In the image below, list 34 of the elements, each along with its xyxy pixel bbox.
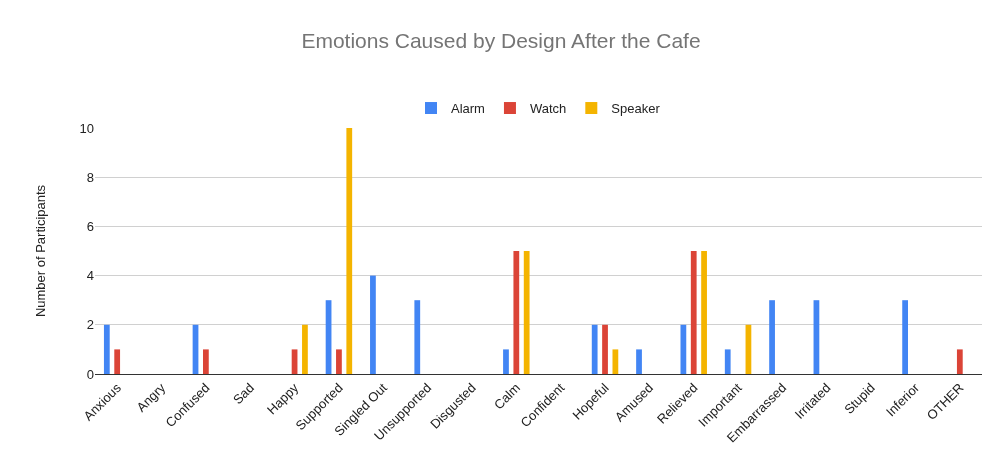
- bar: [370, 275, 376, 374]
- bar: [612, 349, 619, 374]
- bar: [690, 251, 697, 374]
- bar: [902, 300, 909, 374]
- bar: [346, 128, 353, 374]
- bar: [336, 349, 342, 374]
- legend-label: Speaker: [611, 101, 661, 117]
- bar: [513, 251, 520, 374]
- bar: [202, 349, 209, 374]
- bar: [114, 349, 121, 374]
- bar: [523, 251, 530, 374]
- y-tick-label: 0: [86, 366, 94, 382]
- bar: [602, 324, 608, 374]
- bar: [636, 349, 642, 374]
- bar: [591, 324, 598, 374]
- bar: [103, 324, 110, 374]
- y-axis-title: Number of Participants: [33, 184, 49, 318]
- bar: [769, 300, 775, 374]
- legend-label: Watch: [529, 101, 567, 117]
- y-tick-label: 8: [86, 169, 94, 185]
- x-tick-label: Sad: [229, 380, 257, 408]
- y-tick-label: 10: [79, 120, 94, 136]
- bar: [956, 349, 963, 374]
- chart-title: Emotions Caused by Design After the Cafe: [301, 28, 701, 52]
- y-tick-label: 4: [86, 268, 94, 284]
- bar: [414, 300, 421, 374]
- y-tick-label: 2: [86, 317, 94, 333]
- bar: [302, 324, 308, 374]
- bar: [680, 324, 687, 374]
- bar: [701, 251, 707, 374]
- bar: [724, 349, 731, 374]
- y-tick-label: 6: [86, 218, 94, 234]
- bar: [503, 349, 509, 374]
- legend-label: Alarm: [451, 101, 485, 117]
